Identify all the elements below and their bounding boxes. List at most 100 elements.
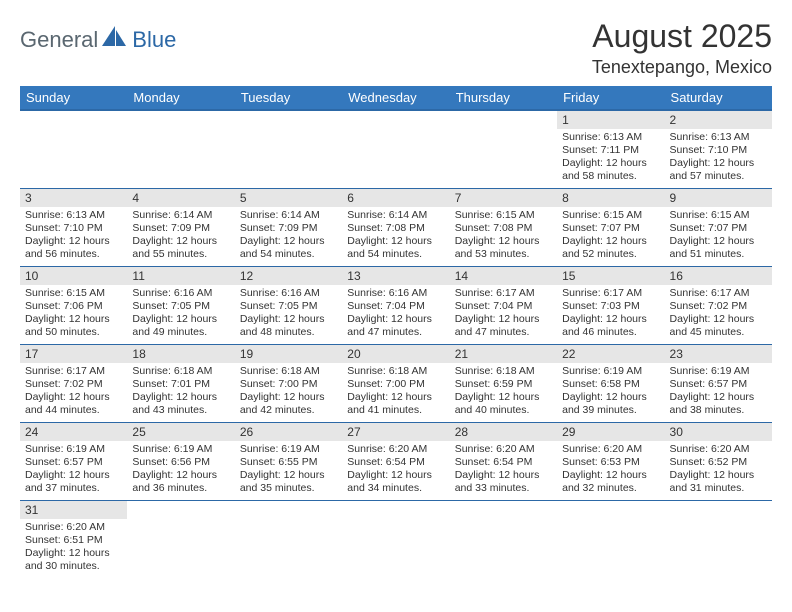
day-number: 4 (127, 189, 234, 207)
calendar-cell: 12Sunrise: 6:16 AMSunset: 7:05 PMDayligh… (235, 266, 342, 344)
day-info: Sunrise: 6:15 AMSunset: 7:06 PMDaylight:… (20, 285, 127, 344)
day-number: 20 (342, 345, 449, 363)
day-info-line: Sunset: 7:08 PM (455, 222, 552, 235)
day-number: 30 (665, 423, 772, 441)
day-info-line: Sunset: 6:57 PM (25, 456, 122, 469)
day-number: 25 (127, 423, 234, 441)
day-info-line: Sunrise: 6:20 AM (670, 443, 767, 456)
day-info-line: and 39 minutes. (562, 404, 659, 417)
calendar-cell: 30Sunrise: 6:20 AMSunset: 6:52 PMDayligh… (665, 422, 772, 500)
day-number: 21 (450, 345, 557, 363)
day-info-line: Sunrise: 6:15 AM (562, 209, 659, 222)
day-info-line: and 58 minutes. (562, 170, 659, 183)
day-info-line: Sunrise: 6:15 AM (670, 209, 767, 222)
day-info-line: Sunrise: 6:13 AM (670, 131, 767, 144)
day-info: Sunrise: 6:16 AMSunset: 7:05 PMDaylight:… (127, 285, 234, 344)
day-info-line: Sunset: 6:56 PM (132, 456, 229, 469)
day-info-line: Daylight: 12 hours (132, 469, 229, 482)
day-info-line: Sunset: 6:57 PM (670, 378, 767, 391)
day-info-line: Daylight: 12 hours (132, 235, 229, 248)
day-info-line: Daylight: 12 hours (562, 469, 659, 482)
calendar-row: 24Sunrise: 6:19 AMSunset: 6:57 PMDayligh… (20, 422, 772, 500)
weekday-header: Saturday (665, 86, 772, 110)
day-info: Sunrise: 6:14 AMSunset: 7:08 PMDaylight:… (342, 207, 449, 266)
day-number: 28 (450, 423, 557, 441)
day-info-line: Sunset: 6:59 PM (455, 378, 552, 391)
day-info-line: Sunset: 7:10 PM (25, 222, 122, 235)
day-number: 18 (127, 345, 234, 363)
day-number: 11 (127, 267, 234, 285)
calendar-cell (235, 500, 342, 578)
calendar-cell: 10Sunrise: 6:15 AMSunset: 7:06 PMDayligh… (20, 266, 127, 344)
day-info-line: Daylight: 12 hours (455, 235, 552, 248)
day-info-line: Sunrise: 6:17 AM (455, 287, 552, 300)
day-info-line: Sunset: 7:09 PM (240, 222, 337, 235)
day-info-line: Sunrise: 6:16 AM (347, 287, 444, 300)
day-number: 10 (20, 267, 127, 285)
day-info: Sunrise: 6:20 AMSunset: 6:54 PMDaylight:… (450, 441, 557, 500)
day-info-line: Daylight: 12 hours (670, 157, 767, 170)
day-info-line: Sunset: 6:54 PM (455, 456, 552, 469)
day-info-line: Sunrise: 6:17 AM (562, 287, 659, 300)
calendar-cell: 9Sunrise: 6:15 AMSunset: 7:07 PMDaylight… (665, 188, 772, 266)
day-info-line: and 47 minutes. (347, 326, 444, 339)
calendar-cell (557, 500, 664, 578)
day-info-line: Sunset: 6:54 PM (347, 456, 444, 469)
day-info: Sunrise: 6:16 AMSunset: 7:05 PMDaylight:… (235, 285, 342, 344)
day-info-line: Daylight: 12 hours (562, 391, 659, 404)
day-info-line: Daylight: 12 hours (562, 235, 659, 248)
day-number: 14 (450, 267, 557, 285)
calendar-cell: 28Sunrise: 6:20 AMSunset: 6:54 PMDayligh… (450, 422, 557, 500)
day-info-line: Daylight: 12 hours (240, 391, 337, 404)
calendar-cell: 29Sunrise: 6:20 AMSunset: 6:53 PMDayligh… (557, 422, 664, 500)
day-info: Sunrise: 6:17 AMSunset: 7:04 PMDaylight:… (450, 285, 557, 344)
day-number: 23 (665, 345, 772, 363)
day-info: Sunrise: 6:15 AMSunset: 7:08 PMDaylight:… (450, 207, 557, 266)
day-info-line: Sunset: 6:55 PM (240, 456, 337, 469)
month-title: August 2025 (592, 18, 772, 55)
day-info-line: Sunset: 6:53 PM (562, 456, 659, 469)
day-info-line: Sunset: 7:08 PM (347, 222, 444, 235)
day-info-line: Daylight: 12 hours (562, 313, 659, 326)
day-info-line: Daylight: 12 hours (562, 157, 659, 170)
day-info-line: Sunset: 6:52 PM (670, 456, 767, 469)
day-info-line: Sunrise: 6:19 AM (240, 443, 337, 456)
calendar-cell: 24Sunrise: 6:19 AMSunset: 6:57 PMDayligh… (20, 422, 127, 500)
day-number: 12 (235, 267, 342, 285)
day-info-line: and 56 minutes. (25, 248, 122, 261)
day-info: Sunrise: 6:14 AMSunset: 7:09 PMDaylight:… (127, 207, 234, 266)
logo: General Blue (20, 18, 176, 53)
day-info-line: Sunset: 7:05 PM (132, 300, 229, 313)
calendar-cell: 26Sunrise: 6:19 AMSunset: 6:55 PMDayligh… (235, 422, 342, 500)
day-info-line: Sunrise: 6:20 AM (562, 443, 659, 456)
day-number: 1 (557, 111, 664, 129)
calendar-cell (127, 110, 234, 188)
day-info-line: Sunset: 7:03 PM (562, 300, 659, 313)
calendar-cell: 18Sunrise: 6:18 AMSunset: 7:01 PMDayligh… (127, 344, 234, 422)
location: Tenextepango, Mexico (592, 57, 772, 78)
day-info-line: Daylight: 12 hours (240, 235, 337, 248)
day-info-line: and 36 minutes. (132, 482, 229, 495)
calendar-cell: 7Sunrise: 6:15 AMSunset: 7:08 PMDaylight… (450, 188, 557, 266)
day-number: 29 (557, 423, 664, 441)
day-info: Sunrise: 6:20 AMSunset: 6:53 PMDaylight:… (557, 441, 664, 500)
day-info: Sunrise: 6:20 AMSunset: 6:54 PMDaylight:… (342, 441, 449, 500)
day-info-line: Sunrise: 6:20 AM (25, 521, 122, 534)
logo-text-blue: Blue (132, 27, 176, 53)
day-info-line: and 51 minutes. (670, 248, 767, 261)
day-number: 31 (20, 501, 127, 519)
day-info-line: and 55 minutes. (132, 248, 229, 261)
weekday-header: Monday (127, 86, 234, 110)
day-info: Sunrise: 6:13 AMSunset: 7:11 PMDaylight:… (557, 129, 664, 188)
day-info: Sunrise: 6:14 AMSunset: 7:09 PMDaylight:… (235, 207, 342, 266)
weekday-header: Wednesday (342, 86, 449, 110)
day-number: 27 (342, 423, 449, 441)
day-info-line: Sunrise: 6:15 AM (455, 209, 552, 222)
day-info-line: and 43 minutes. (132, 404, 229, 417)
day-info-line: Sunrise: 6:16 AM (240, 287, 337, 300)
day-number: 8 (557, 189, 664, 207)
weekday-header: Tuesday (235, 86, 342, 110)
day-info-line: Sunrise: 6:20 AM (347, 443, 444, 456)
day-info-line: Sunset: 7:09 PM (132, 222, 229, 235)
day-info-line: and 53 minutes. (455, 248, 552, 261)
